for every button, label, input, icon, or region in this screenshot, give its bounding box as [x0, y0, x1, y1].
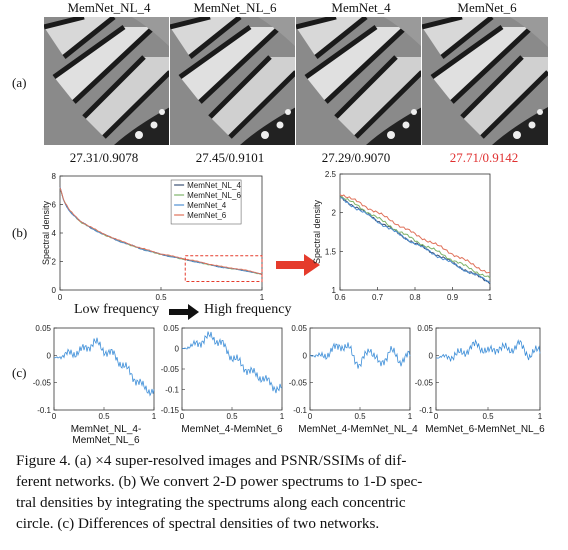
psnr-ssim-value: 27.29/0.9070: [321, 150, 391, 165]
x-tick-label: 0: [434, 412, 439, 421]
x-tick-label: 0.7: [372, 293, 384, 302]
x-tick-label: 0.5: [354, 412, 366, 421]
y-tick-label: 2: [52, 258, 57, 267]
y-tick-label: 0: [47, 351, 52, 360]
y-tick-label: 0.05: [417, 324, 433, 333]
y-axis-label: Spectral density: [41, 200, 51, 265]
y-tick-label: 0: [429, 351, 434, 360]
difference-line: [309, 342, 411, 369]
y-tick-label: 4: [52, 229, 57, 238]
y-tick-label: 6: [52, 201, 57, 210]
legend-entry: MemNet_4: [187, 201, 227, 210]
difference-line: [435, 339, 541, 362]
figure-caption: Figure 4. (a) ×4 super-resolved images a…: [16, 450, 546, 534]
y-tick-label: 1: [332, 286, 337, 295]
x-tick-label: 0: [180, 412, 185, 421]
y-tick-label: 0: [303, 351, 308, 360]
diff-xlabel: MemNet_4-MemNet_NL_4: [298, 424, 418, 435]
psnr-ssim-value-best: 27.71/0.9142: [449, 150, 519, 165]
butterfly-image-strip: [44, 17, 548, 145]
zoom-arrow-shape: [276, 254, 320, 276]
y-axis-label: Spectral density: [312, 199, 322, 264]
legend-entry: MemNet_6: [187, 211, 227, 220]
plot-frame: [435, 327, 541, 411]
difference-line: [181, 331, 283, 394]
x-tick-label: 0.5: [482, 412, 494, 421]
diff-xlabel: MemNet_4-MemNet_6: [181, 424, 283, 435]
low-frequency-label: Low frequency: [74, 302, 160, 317]
image-title: MemNet_6: [457, 0, 517, 15]
difference-chart-3: -0.1 -0.05 0 0.05 0 0.5 1: [289, 324, 413, 421]
caption-line: tral densities by integrating the spectr…: [16, 494, 406, 511]
plot-frame: [53, 327, 155, 411]
x-tick-label: 0.5: [155, 293, 167, 302]
y-tick-label: -0.15: [161, 406, 180, 415]
image-title: MemNet_NL_6: [193, 0, 277, 15]
high-frequency-label: High frequency: [204, 302, 292, 317]
zoomed-spectral-chart: 1 1.5 2 2.5 0.6 0.7 0.8 0.9 1 Spectral density: [312, 170, 493, 302]
legend-entry: MemNet_NL_4: [187, 181, 241, 190]
y-tick-label: -0.1: [37, 406, 51, 415]
zoom-arrow: [276, 254, 320, 276]
diff-xlabel: MemNet_6-MemNet_NL_6: [425, 424, 545, 435]
y-tick-label: 0: [175, 345, 180, 354]
series-line: [339, 197, 491, 284]
y-tick-label: -0.05: [415, 379, 434, 388]
difference-chart-2: -0.15 -0.1 -0.05 0 0.05 0 0.5 1: [161, 324, 285, 421]
x-tick-label: 1: [280, 412, 285, 421]
caption-line: Figure 4. (a) ×4 super-resolved images a…: [16, 452, 407, 469]
plot-frame: [309, 327, 411, 411]
x-tick-label: 0.8: [409, 293, 421, 302]
right-arrow-icon: [169, 304, 199, 320]
difference-line: [53, 337, 155, 397]
row-a-tag: (a): [12, 75, 27, 90]
y-tick-label: -0.05: [289, 379, 308, 388]
series-line: [339, 194, 491, 274]
y-tick-label: -0.05: [161, 365, 180, 374]
y-tick-label: 0: [52, 286, 57, 295]
y-tick-label: 0.05: [291, 324, 307, 333]
x-tick-label: 1: [152, 412, 157, 421]
caption-line: ferent networks. (b) We convert 2-D powe…: [16, 473, 423, 490]
y-tick-label: 8: [52, 172, 57, 181]
x-tick-label: 1: [488, 293, 493, 302]
y-tick-label: 1.5: [325, 247, 337, 256]
difference-chart-4: -0.1 -0.05 0 0.05 0 0.5 1: [415, 324, 543, 421]
x-tick-label: 0.6: [334, 293, 346, 302]
y-tick-label: -0.05: [33, 379, 52, 388]
x-tick-label: 0.5: [226, 412, 238, 421]
image-title: MemNet_NL_4: [67, 0, 151, 15]
row-c-tag: (c): [12, 365, 27, 380]
legend-box: [170, 179, 242, 225]
y-tick-label: 0.05: [163, 324, 179, 333]
butterfly-images: [44, 17, 548, 145]
series-line: [59, 187, 263, 275]
y-tick-label: -0.1: [165, 386, 179, 395]
psnr-ssim-value: 27.45/0.9101: [195, 150, 265, 165]
legend-entry: MemNet_NL_6: [187, 191, 241, 200]
x-tick-label: 1: [260, 293, 265, 302]
x-tick-label: 0: [308, 412, 313, 421]
x-tick-label: 0.9: [447, 293, 459, 302]
x-tick-label: 0: [58, 293, 63, 302]
psnr-ssim-value: 27.31/0.9078: [69, 150, 139, 165]
row-b-tag: (b): [12, 225, 28, 240]
diff-xlabel: MemNet_NL_4-MemNet_NL_6: [70, 424, 142, 446]
y-tick-label: 0.05: [35, 324, 51, 333]
x-tick-label: 0.5: [98, 412, 110, 421]
x-tick-label: 0: [52, 412, 57, 421]
image-title: MemNet_4: [331, 0, 391, 15]
caption-line: circle. (c) Differences of spectral dens…: [16, 515, 380, 532]
x-tick-label: 1: [408, 412, 413, 421]
series-line: [339, 195, 491, 279]
y-tick-label: -0.1: [293, 406, 307, 415]
y-tick-label: -0.1: [419, 406, 433, 415]
y-tick-label: 2: [332, 209, 337, 218]
x-tick-label: 1: [538, 412, 543, 421]
difference-chart-1: -0.1 -0.05 0 0.05 0 0.5 1: [33, 324, 157, 421]
zoom-region-box: [184, 255, 263, 282]
y-tick-label: 2.5: [325, 170, 337, 179]
